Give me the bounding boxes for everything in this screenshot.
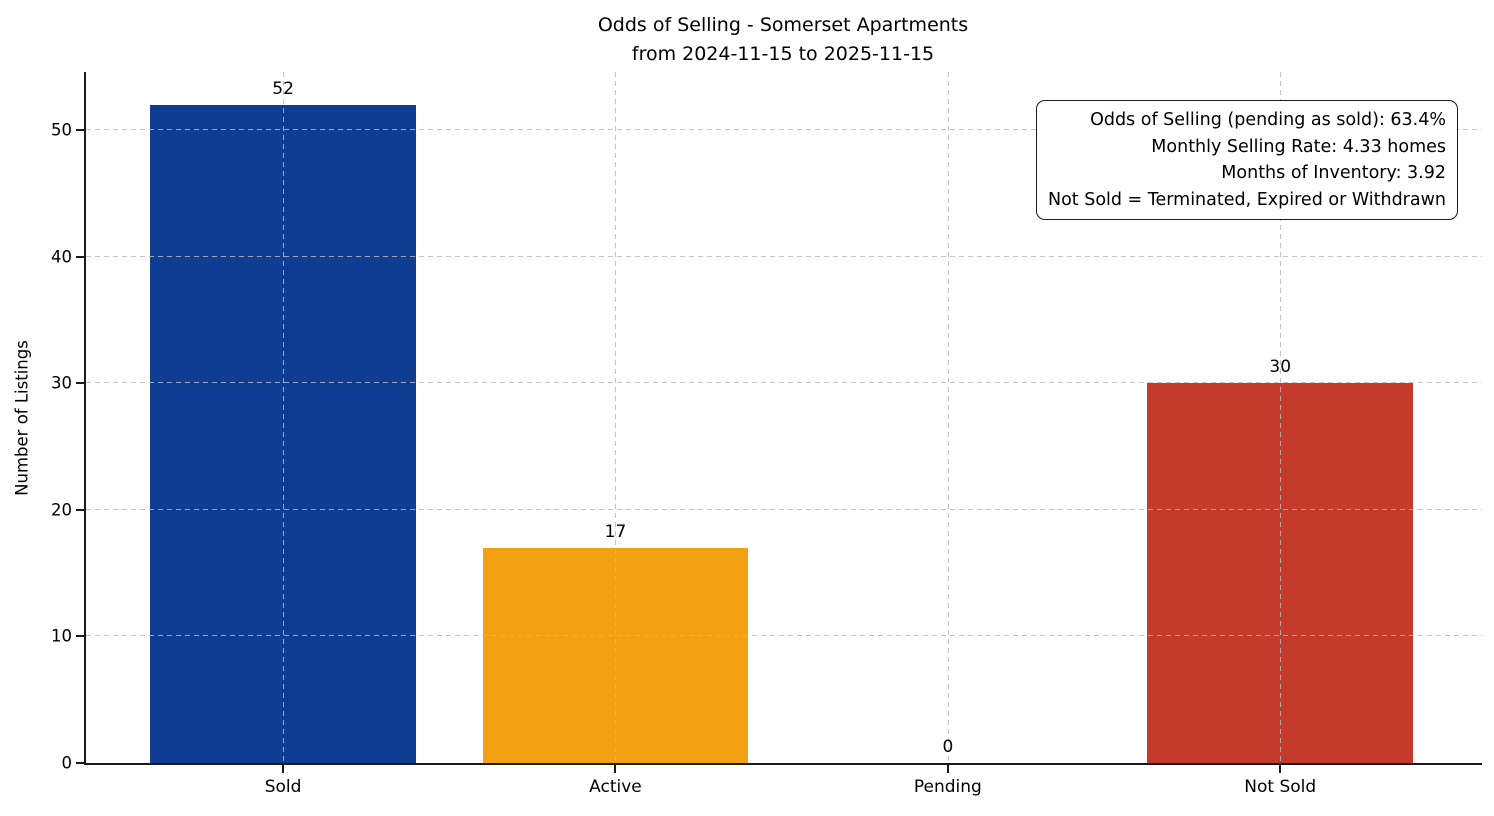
y-tick-mark [76,382,84,385]
annotation-line-monthly-rate: Monthly Selling Rate: 4.33 homes [1151,136,1446,157]
annotation-line-odds: Odds of Selling (pending as sold): 63.4% [1090,110,1446,130]
annotation-box: Odds of Selling (pending as sold): 63.4%… [1035,100,1458,220]
bar-value-label: 52 [272,78,294,99]
chart-title-line-1: Odds of Selling - Somerset Apartments [597,14,969,36]
bar-not-sold [1147,383,1414,763]
y-tick-label: 50 [51,120,72,140]
y-tick-label: 40 [51,247,72,267]
vertical-gridline [947,72,949,763]
bar-sold [150,104,417,763]
x-tick-mark [282,765,285,773]
x-tick-mark [1279,765,1282,773]
bar-active [482,547,749,763]
x-tick-mark [614,765,617,773]
x-tick-label-not-sold: Not Sold [1244,777,1317,797]
y-tick-mark [76,762,84,764]
x-tick-label-pending: Pending [913,777,982,797]
bar-value-label: 17 [604,521,627,542]
y-tick-mark [76,508,84,511]
x-tick-label-active: Active [589,777,642,797]
y-tick-mark [76,255,84,258]
y-tick-mark [76,635,84,638]
y-axis-label: Number of Listings [12,340,32,496]
x-tick-mark [946,765,949,773]
y-tick-mark [76,129,84,132]
y-tick-label: 0 [61,753,73,773]
bar-value-label: 30 [1269,357,1292,378]
annotation-line-not-sold-definition: Not Sold = Terminated, Expired or Withdr… [1047,189,1446,210]
y-tick-label: 20 [51,500,72,520]
y-tick-label: 10 [51,626,72,646]
chart-title: Odds of Selling - Somerset Apartments fr… [84,11,1482,69]
plot-area: 52 17 0 30 0 10 20 30 40 50 Sold Active Pending Not … [51,72,1482,797]
chart-title-line-2: from 2024-11-15 to 2025-11-15 [631,43,935,65]
y-tick-label: 30 [51,373,72,393]
x-tick-label-sold: Sold [264,777,302,797]
bar-value-label: 0 [942,737,954,757]
annotation-line-months-inventory: Months of Inventory: 3.92 [1221,163,1446,183]
